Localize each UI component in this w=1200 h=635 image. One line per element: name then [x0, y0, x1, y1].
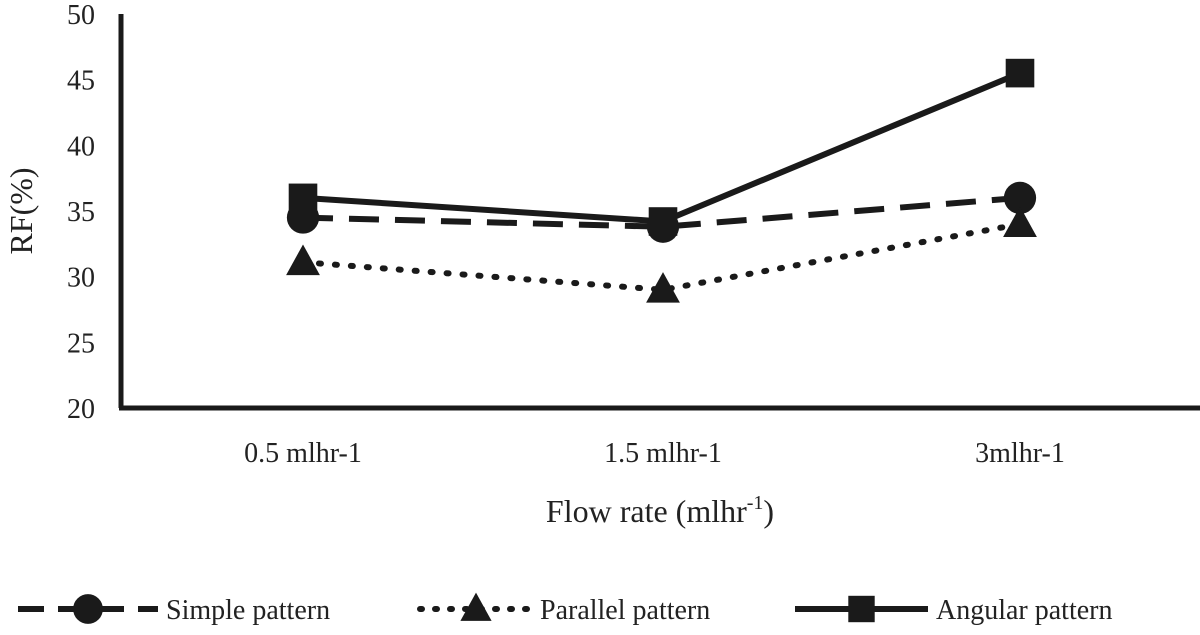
y-tick-label: 30	[67, 263, 95, 294]
y-tick-label: 25	[67, 328, 95, 359]
y-tick-label: 35	[67, 197, 95, 228]
data-point-marker	[286, 244, 320, 276]
legend-label: Simple pattern	[166, 595, 330, 626]
y-axis-title: RF(%)	[3, 167, 39, 254]
data-point-marker	[648, 207, 678, 236]
axes	[118, 14, 1200, 411]
y-tick-labels: 20 25 30 35 40 45 50	[67, 0, 95, 425]
x-axis-title-main: Flow rate (mlhr	[546, 493, 747, 529]
series-markers	[286, 58, 1037, 303]
legend-label: Angular pattern	[936, 595, 1113, 626]
legend-marker	[848, 595, 875, 623]
x-axis-title-suffix: )	[763, 493, 774, 529]
x-axis-title: Flow rate (mlhr-1)	[546, 492, 774, 529]
y-tick-label: 50	[67, 0, 95, 31]
y-tick-label: 40	[67, 131, 95, 162]
data-point-marker	[646, 272, 680, 303]
series-line	[302, 70, 1022, 225]
legend-marker	[460, 592, 492, 621]
legend: Simple pattern Parallel pattern Angular pa…	[18, 592, 1113, 626]
legend-marker	[73, 594, 103, 624]
data-point-marker	[288, 183, 318, 213]
data-point-marker	[1003, 181, 1037, 214]
legend-label: Parallel pattern	[540, 595, 710, 626]
x-tick-labels: 0.5 mlhr-1 1.5 mlhr-1 3mlhr-1	[244, 438, 1065, 469]
y-tick-label: 20	[67, 394, 95, 425]
x-tick-label: 1.5 mlhr-1	[604, 438, 722, 469]
series-lines	[300, 70, 1023, 293]
y-tick-label: 45	[67, 66, 95, 97]
series-line	[302, 194, 1021, 230]
x-axis-title-superscript: -1	[747, 492, 764, 514]
data-point-marker	[1003, 206, 1037, 238]
x-tick-label: 3mlhr-1	[975, 438, 1065, 469]
x-tick-label: 0.5 mlhr-1	[244, 438, 362, 469]
data-point-marker	[1005, 58, 1035, 88]
